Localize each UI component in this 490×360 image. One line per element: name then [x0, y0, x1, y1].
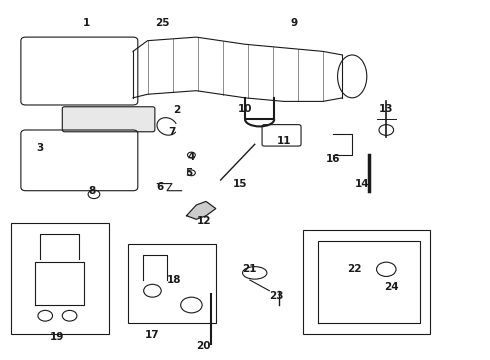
Text: 25: 25 — [155, 18, 170, 28]
Text: 12: 12 — [196, 216, 211, 226]
Text: 23: 23 — [270, 291, 284, 301]
Text: 6: 6 — [156, 182, 163, 192]
Text: 14: 14 — [355, 179, 369, 189]
Text: 19: 19 — [50, 332, 65, 342]
Text: 15: 15 — [233, 179, 247, 189]
Bar — [128, 244, 216, 323]
Text: 11: 11 — [277, 136, 291, 146]
Text: 10: 10 — [238, 104, 252, 113]
Text: 13: 13 — [379, 104, 393, 113]
Text: 4: 4 — [188, 152, 195, 162]
Bar — [11, 223, 109, 334]
Text: 24: 24 — [384, 282, 398, 292]
Text: 2: 2 — [173, 105, 180, 115]
Text: 18: 18 — [167, 275, 182, 285]
Text: 7: 7 — [168, 127, 175, 137]
Text: 20: 20 — [196, 341, 211, 351]
Text: 3: 3 — [37, 143, 44, 153]
Text: 1: 1 — [83, 18, 90, 28]
Text: 16: 16 — [325, 154, 340, 163]
Text: 5: 5 — [185, 168, 193, 178]
Polygon shape — [187, 202, 216, 219]
Text: 8: 8 — [88, 186, 95, 196]
Text: 9: 9 — [290, 18, 297, 28]
Text: 17: 17 — [145, 330, 160, 341]
FancyBboxPatch shape — [62, 107, 155, 132]
Text: 21: 21 — [243, 264, 257, 274]
Text: 22: 22 — [347, 264, 362, 274]
Bar — [303, 230, 430, 334]
